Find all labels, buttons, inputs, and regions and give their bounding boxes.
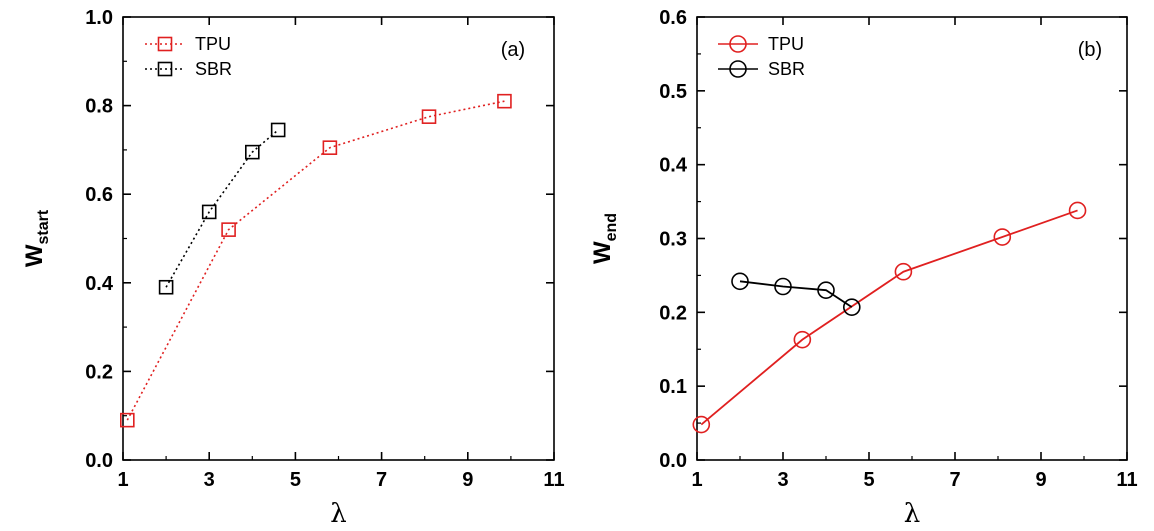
- data-point: [421, 109, 437, 124]
- x-axis-title: λ: [904, 499, 920, 529]
- x-tick-label: 7: [376, 469, 387, 491]
- data-point: [793, 330, 812, 349]
- x-axis-title: λ: [330, 499, 346, 529]
- data-point: [1068, 201, 1087, 220]
- y-tick-label: 0.4: [659, 155, 688, 177]
- y-axis-title: Wend: [589, 213, 620, 264]
- y-axis-title-sub: start: [35, 209, 52, 244]
- legend-label: SBR: [195, 59, 232, 79]
- data-point: [692, 415, 711, 434]
- series-line: [700, 209, 1078, 426]
- y-tick-label: 0.2: [85, 361, 113, 383]
- data-point: [774, 277, 792, 296]
- y-tick-label: 0.3: [659, 229, 687, 251]
- data-point: [201, 204, 217, 220]
- x-tick-label: 1: [117, 469, 128, 491]
- y-tick-label: 0.5: [659, 81, 687, 103]
- data-point: [245, 144, 260, 160]
- y-tick-label: 0.0: [659, 450, 687, 472]
- data-point: [993, 228, 1012, 246]
- data-point: [221, 222, 236, 237]
- legend-marker: [729, 60, 747, 78]
- data-point: [322, 140, 338, 155]
- data-point: [842, 298, 861, 316]
- x-tick-label: 7: [949, 469, 960, 491]
- series-line: [126, 100, 505, 421]
- x-tick-label: 3: [777, 469, 788, 491]
- y-axis-title-main: W: [21, 244, 48, 267]
- data-point: [158, 279, 174, 295]
- panel-label: (b): [1078, 39, 1102, 61]
- legend-label: TPU: [195, 34, 231, 54]
- y-axis-title: Wstart: [21, 209, 52, 267]
- data-point: [894, 262, 913, 281]
- x-tick-label: 11: [543, 469, 564, 491]
- plot-frame: [696, 16, 1128, 461]
- y-axis-title-main: W: [589, 241, 616, 264]
- x-tick-label: 1: [691, 469, 702, 491]
- series-tpu: [120, 93, 512, 428]
- plot-frame: [122, 16, 555, 461]
- x-tick-label: 9: [1035, 469, 1046, 491]
- data-point: [817, 281, 835, 299]
- legend-label: TPU: [768, 34, 804, 54]
- series-sbr: [731, 272, 861, 316]
- data-point: [270, 122, 286, 138]
- data-point: [731, 272, 749, 291]
- y-tick-label: 0.2: [659, 302, 687, 324]
- legend-entry-sbr: SBR: [145, 59, 232, 79]
- y-tick-label: 0.8: [85, 96, 113, 118]
- x-tick-label: 9: [462, 469, 473, 491]
- legend-marker: [157, 36, 173, 52]
- legend-entry-tpu: TPU: [718, 34, 804, 54]
- legend-entry-tpu: TPU: [145, 34, 231, 54]
- y-tick-label: 1.0: [85, 7, 113, 29]
- data-point: [497, 93, 512, 109]
- y-axis-title-sub: end: [603, 213, 620, 241]
- data-point: [120, 412, 135, 428]
- y-tick-label: 0.6: [659, 7, 687, 29]
- y-tick-label: 0.0: [85, 450, 113, 472]
- series-tpu: [692, 201, 1087, 434]
- panel-a: 1 3 5 7 9 11 0.0 0.2 0.4 0.6 0.8 1.0 λ Wstart (a) TPU SB…: [21, 7, 565, 529]
- x-tick-label: 3: [204, 469, 215, 491]
- series-sbr: [158, 122, 286, 295]
- legend-label: SBR: [768, 59, 805, 79]
- x-tick-label: 11: [1116, 469, 1137, 491]
- panel-label: (a): [501, 39, 525, 61]
- y-tick-label: 0.6: [85, 184, 113, 206]
- legend-entry-sbr: SBR: [718, 59, 805, 79]
- series-line: [739, 280, 853, 308]
- x-tick-label: 5: [290, 469, 301, 491]
- y-tick-label: 0.1: [659, 376, 687, 398]
- legend-marker: [157, 61, 173, 77]
- legend-marker: [729, 35, 747, 53]
- x-tick-label: 5: [863, 469, 874, 491]
- series-line: [165, 129, 279, 288]
- panel-b: 1 3 5 7 9 11 0.0 0.1 0.2 0.3 0.4 0.5 0.6 λ Wend (b) TPU S…: [589, 7, 1138, 529]
- y-tick-label: 0.4: [85, 273, 114, 295]
